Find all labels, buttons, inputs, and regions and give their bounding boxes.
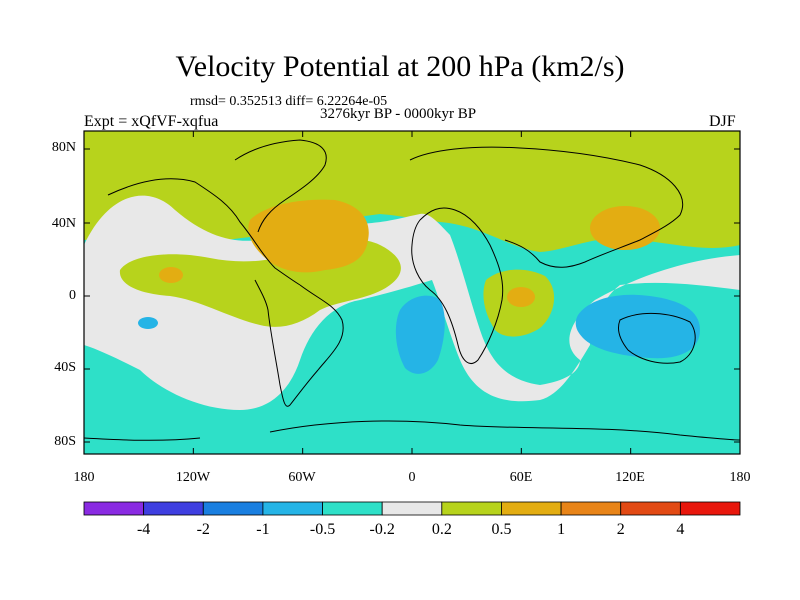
field-neutral-west — [84, 195, 740, 410]
field-pos-mid-eastasia — [590, 206, 660, 250]
stats-label: rmsd= 0.352513 diff= 6.22264e-05 — [190, 94, 388, 109]
colorbar-swatch — [381, 501, 443, 516]
colorbar-swatch — [83, 501, 145, 516]
lat-label-40n: 40N — [51, 216, 76, 231]
lon-label-180w: 180 — [73, 470, 95, 485]
period-label: 3276kyr BP - 0000kyr BP — [320, 106, 477, 122]
lon-label-60e: 60E — [509, 470, 533, 485]
lon-label-0: 0 — [408, 470, 416, 485]
colorbar-swatch — [143, 501, 204, 516]
colorbar-label: 4 — [676, 521, 685, 538]
lat-label-80s: 80S — [54, 434, 76, 449]
colorbar-swatch — [202, 501, 264, 516]
colorbar-label: 1 — [557, 521, 566, 538]
map-title: Velocity Potential at 200 hPa (km2/s) — [175, 50, 625, 83]
lat-label-80n: 80N — [51, 140, 76, 155]
colorbar-swatch — [560, 501, 622, 516]
field-neg-strong-maritime — [575, 294, 700, 359]
lon-label-60w: 60W — [288, 470, 316, 485]
axis-ticks — [83, 131, 741, 454]
field-pos-mid-pacific — [159, 267, 183, 283]
colorbar-label: 0.5 — [491, 521, 512, 538]
colorbar-label: -4 — [136, 521, 151, 538]
colorbar-swatch — [322, 501, 383, 516]
colorbar-label: -0.2 — [369, 521, 395, 538]
colorbar-label: -2 — [196, 521, 210, 538]
field-pos-weak-north — [84, 131, 740, 252]
colorbar-label: 0.2 — [431, 521, 452, 538]
lat-label-40s: 40S — [54, 360, 76, 375]
colorbar — [83, 501, 741, 516]
field-neg-strong-pacific — [138, 317, 158, 329]
lat-label-0: 0 — [69, 288, 76, 303]
experiment-label: Expt = xQfVF-xqfua — [84, 113, 219, 130]
lon-label-120w: 120W — [175, 470, 211, 485]
colorbar-swatch — [501, 501, 562, 516]
colorbar-label: 2 — [616, 521, 625, 538]
colorbar-swatch — [679, 501, 741, 516]
field-neg-strong-atlantic — [395, 295, 445, 374]
colorbar-label: -0.5 — [309, 521, 336, 538]
colorbar-swatch — [620, 501, 681, 516]
lon-label-120e: 120E — [615, 470, 645, 485]
colorbar-swatch — [441, 501, 502, 516]
field-pos-mid-atlantic — [248, 199, 369, 273]
field-pos-mid-africa — [507, 287, 535, 307]
season-label: DJF — [709, 113, 736, 130]
colorbar-label: -1 — [256, 521, 270, 538]
coastlines — [84, 139, 740, 441]
lon-label-180e: 180 — [729, 470, 751, 485]
colorbar-swatch — [262, 501, 323, 516]
map-field — [84, 131, 740, 454]
